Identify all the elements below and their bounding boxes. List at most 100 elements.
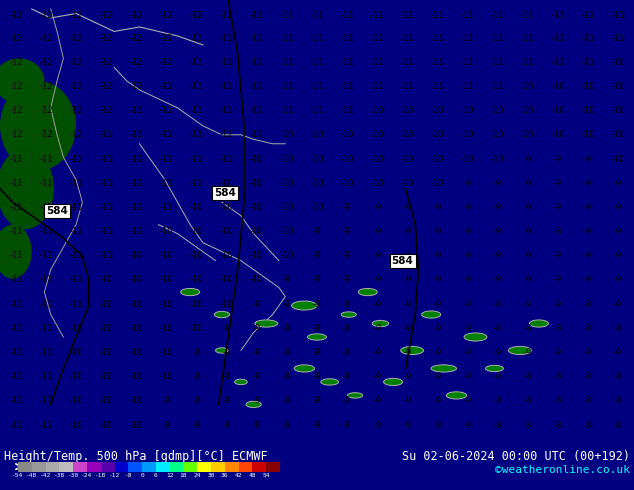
Text: -12: -12 <box>160 57 173 67</box>
Text: -9: -9 <box>313 396 321 405</box>
Text: -12: -12 <box>69 57 83 67</box>
Text: -11: -11 <box>250 11 264 20</box>
Text: -11: -11 <box>250 82 264 91</box>
Ellipse shape <box>529 320 548 327</box>
Text: -11: -11 <box>190 57 204 67</box>
Text: -9: -9 <box>463 372 472 381</box>
Text: -10: -10 <box>100 420 113 430</box>
Text: 48: 48 <box>249 473 256 478</box>
Text: -10: -10 <box>100 396 113 405</box>
Text: -11: -11 <box>461 57 474 67</box>
Text: -12: -12 <box>100 34 113 43</box>
Text: -9: -9 <box>373 275 382 284</box>
Text: -18: -18 <box>95 473 107 478</box>
Text: -11: -11 <box>551 57 565 67</box>
Text: -11: -11 <box>340 106 354 115</box>
Text: -10: -10 <box>461 106 474 115</box>
Text: -10: -10 <box>190 203 204 212</box>
Text: -11: -11 <box>521 57 534 67</box>
Text: -12: -12 <box>129 82 143 91</box>
Text: -11: -11 <box>69 300 83 309</box>
Text: -11: -11 <box>310 82 324 91</box>
Text: -11: -11 <box>310 34 324 43</box>
Text: -9: -9 <box>313 348 321 357</box>
Text: -9: -9 <box>524 203 532 212</box>
Text: -10: -10 <box>250 179 264 188</box>
Text: -11: -11 <box>401 57 414 67</box>
Text: Su 02-06-2024 00:00 UTC (00+192): Su 02-06-2024 00:00 UTC (00+192) <box>402 450 630 464</box>
Text: -9: -9 <box>373 348 382 357</box>
Text: -9: -9 <box>614 179 623 188</box>
Text: -10: -10 <box>220 251 233 260</box>
Text: -10: -10 <box>190 300 204 309</box>
Text: -8: -8 <box>524 420 532 430</box>
Text: -10: -10 <box>129 372 143 381</box>
Text: -12: -12 <box>100 106 113 115</box>
Text: -9: -9 <box>283 275 291 284</box>
Text: -10: -10 <box>69 324 83 333</box>
Text: -9: -9 <box>192 348 201 357</box>
Text: -12: -12 <box>9 106 23 115</box>
Text: -8: -8 <box>614 324 623 333</box>
Text: -9: -9 <box>433 251 442 260</box>
Text: -12: -12 <box>100 11 113 20</box>
Text: 6: 6 <box>154 473 158 478</box>
Text: -9: -9 <box>373 300 382 309</box>
Text: -9: -9 <box>553 203 562 212</box>
Text: 0: 0 <box>140 473 144 478</box>
Text: -9: -9 <box>524 251 532 260</box>
Text: -9: -9 <box>343 396 351 405</box>
Text: -9: -9 <box>524 227 532 236</box>
Text: 12: 12 <box>166 473 174 478</box>
Text: -11: -11 <box>370 82 384 91</box>
Text: -12: -12 <box>39 106 53 115</box>
Text: -8: -8 <box>493 396 502 405</box>
Text: -9: -9 <box>553 251 562 260</box>
Text: -11: -11 <box>521 34 534 43</box>
Text: -8: -8 <box>553 324 562 333</box>
Text: -30: -30 <box>68 473 79 478</box>
Bar <box>101 462 115 472</box>
Ellipse shape <box>0 148 54 229</box>
Text: -9: -9 <box>373 372 382 381</box>
Text: -12: -12 <box>9 130 23 139</box>
Text: -11: -11 <box>129 130 143 139</box>
Text: -11: -11 <box>401 11 414 20</box>
Text: -9: -9 <box>493 348 502 357</box>
Text: -12: -12 <box>160 34 173 43</box>
Text: -11: -11 <box>220 130 233 139</box>
Text: -11: -11 <box>220 34 233 43</box>
Text: 54: 54 <box>262 473 270 478</box>
Text: -9: -9 <box>343 372 351 381</box>
Text: -11: -11 <box>340 57 354 67</box>
Text: -9: -9 <box>403 275 411 284</box>
Text: -10: -10 <box>69 396 83 405</box>
Bar <box>128 462 142 472</box>
Text: -9: -9 <box>283 348 291 357</box>
Text: -11: -11 <box>9 179 23 188</box>
Text: -12: -12 <box>129 34 143 43</box>
Text: -9: -9 <box>493 179 502 188</box>
Text: -11: -11 <box>190 154 204 164</box>
Text: -9: -9 <box>343 275 351 284</box>
Text: -10: -10 <box>521 82 534 91</box>
Text: -11: -11 <box>491 82 505 91</box>
Text: -10: -10 <box>491 130 505 139</box>
Bar <box>197 462 211 472</box>
Text: -12: -12 <box>100 57 113 67</box>
Text: -11: -11 <box>69 275 83 284</box>
Text: 18: 18 <box>179 473 187 478</box>
Text: -11: -11 <box>69 251 83 260</box>
Text: -10: -10 <box>250 203 264 212</box>
Text: -9: -9 <box>433 300 442 309</box>
Bar <box>60 462 73 472</box>
Text: -10: -10 <box>461 154 474 164</box>
Text: -9: -9 <box>283 420 291 430</box>
Text: -12: -12 <box>39 57 53 67</box>
Text: -42: -42 <box>40 473 51 478</box>
Text: -12: -12 <box>109 473 120 478</box>
Text: -9: -9 <box>283 300 291 309</box>
Ellipse shape <box>384 378 403 386</box>
Text: -9: -9 <box>343 324 351 333</box>
Text: -9: -9 <box>463 251 472 260</box>
